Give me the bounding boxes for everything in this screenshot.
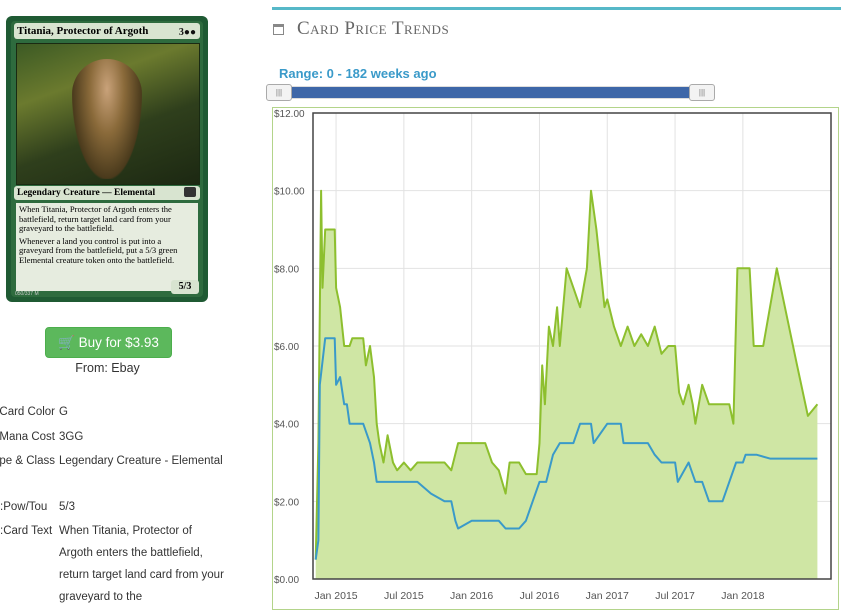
card-rules-1: When Titania, Protector of Argoth enters… xyxy=(19,204,172,234)
card-type-line: Legendary Creature — Elemental xyxy=(17,188,156,198)
y-tick-label: $10.00 xyxy=(274,187,305,198)
seller-source: From: Ebay xyxy=(75,361,140,375)
attribute-value: Legendary Creature - Elemental xyxy=(59,455,223,467)
attribute-value: 5/3 xyxy=(59,501,75,513)
series-line-0 xyxy=(314,189,819,560)
attribute-label: Card Color: xyxy=(0,406,55,418)
x-tick-label: Jan 2017 xyxy=(586,590,629,602)
series-area-fill xyxy=(315,190,818,579)
set-symbol-icon xyxy=(184,187,196,197)
card-text-box: When Titania, Protector of Argoth enters… xyxy=(16,203,198,291)
x-tick-label: Jul 2016 xyxy=(520,590,560,602)
attribute-value: When Titania, Protector of Argoth enters… xyxy=(59,525,224,603)
range-label: Range: 0 - 182 weeks ago xyxy=(279,66,437,81)
section-title: Card Price Trends xyxy=(297,18,450,39)
plot-area-border xyxy=(312,112,832,580)
x-tick-label: Jul 2017 xyxy=(655,590,695,602)
card-collector-number: 050/337 M xyxy=(15,291,39,297)
y-tick-label: $12.00 xyxy=(274,109,305,120)
card-frame: Titania, Protector of Argoth 3●● Legenda… xyxy=(11,21,203,297)
calendar-icon xyxy=(273,24,284,35)
card-name-bar: Titania, Protector of Argoth 3●● xyxy=(14,23,200,39)
range-slider-handle-left[interactable]: ||| xyxy=(266,84,292,101)
section-accent-bar xyxy=(272,7,841,10)
x-tick-label: Jan 2018 xyxy=(721,590,764,602)
y-tick-label: $2.00 xyxy=(274,497,299,508)
card-art-figure xyxy=(72,59,142,179)
y-axis-labels: $0.00 $2.00 $4.00 $6.00 $8.00 $10.00 $12.00 xyxy=(274,109,305,586)
attribute-label: Mana Cost xyxy=(0,431,55,443)
card-rules-2: Whenever a land you control is put into … xyxy=(19,235,178,265)
series-line-1 xyxy=(314,337,818,560)
shopping-cart-icon: 🛒 xyxy=(58,335,75,350)
range-slider-fill[interactable] xyxy=(278,87,702,98)
x-axis-labels: Jan 2015 Jul 2015 Jan 2016 Jul 2016 Jan 2017… xyxy=(314,590,764,602)
attribute-label: Pow/Tou: xyxy=(0,501,48,513)
attribute-value: 3GG xyxy=(59,431,84,443)
card-name: Titania, Protector of Argoth xyxy=(17,25,149,37)
chart-series-layer xyxy=(314,189,819,579)
attribute-label: Type & Class: xyxy=(0,455,55,467)
range-slider-handle-right[interactable]: ||| xyxy=(689,84,715,101)
card-art xyxy=(16,43,200,185)
y-tick-label: $6.00 xyxy=(274,342,299,353)
x-tick-label: Jan 2015 xyxy=(314,590,357,602)
y-tick-label: $8.00 xyxy=(274,264,299,275)
buy-button[interactable]: 🛒 Buy for $3.93 xyxy=(45,327,172,358)
attribute-label: Card Text: xyxy=(0,525,53,537)
mana-cost-symbols: 3●● xyxy=(178,27,196,38)
price-chart: $0.00 $2.00 $4.00 $6.00 $8.00 $10.00 $12.00 Ja… xyxy=(272,107,839,610)
y-tick-label: $4.00 xyxy=(274,420,299,431)
card-type-bar: Legendary Creature — Elemental xyxy=(14,186,200,200)
x-tick-label: Jul 2015 xyxy=(384,590,424,602)
buy-button-label: Buy for $3.93 xyxy=(78,335,159,350)
card-image: Titania, Protector of Argoth 3●● Legenda… xyxy=(6,16,208,302)
card-power-toughness: 5/3 xyxy=(171,280,199,294)
y-tick-label: $0.00 xyxy=(274,575,299,586)
attribute-value: G xyxy=(59,406,68,418)
x-tick-label: Jan 2016 xyxy=(450,590,493,602)
